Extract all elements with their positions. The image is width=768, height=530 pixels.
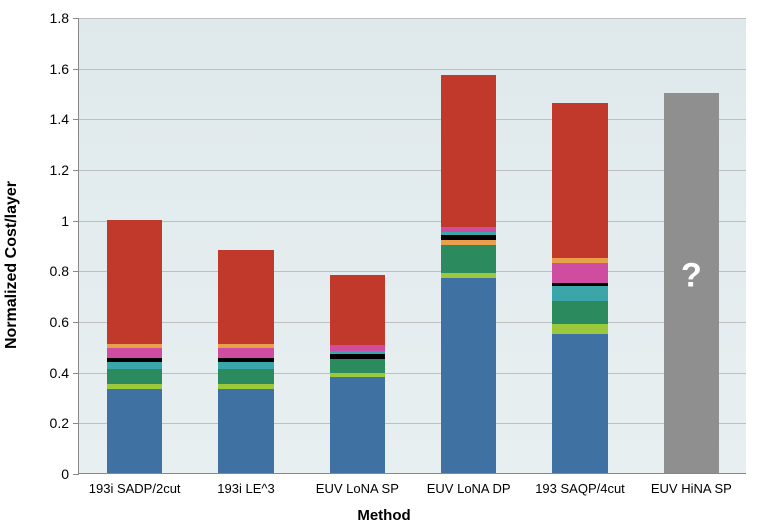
bar-stack — [552, 103, 608, 473]
y-tick — [73, 69, 79, 70]
gridline — [79, 322, 746, 323]
y-tick — [73, 119, 79, 120]
bar-segment — [552, 286, 608, 301]
gridline — [79, 373, 746, 374]
gridline — [79, 221, 746, 222]
bar-segment — [107, 369, 163, 384]
bar-segment — [218, 250, 274, 344]
y-tick-label: 1.4 — [50, 111, 69, 127]
bar-segment — [441, 245, 497, 273]
y-tick-label: 1.2 — [50, 162, 69, 178]
gridline — [79, 170, 746, 171]
y-tick-label: 0.2 — [50, 415, 69, 431]
y-tick — [73, 322, 79, 323]
bar-segment — [552, 301, 608, 324]
x-tick-label: 193 SAQP/4cut — [535, 481, 625, 496]
gridline — [79, 423, 746, 424]
y-tick — [73, 170, 79, 171]
gridline — [79, 271, 746, 272]
bar-segment — [552, 334, 608, 473]
y-tick — [73, 18, 79, 19]
bar-segment — [664, 93, 720, 473]
bar-stack — [330, 275, 386, 473]
y-tick — [73, 373, 79, 374]
bar-segment — [107, 362, 163, 370]
bar-stack — [107, 220, 163, 473]
bar-segment — [330, 275, 386, 345]
cost-chart: Normalized Cost/layer Method 00.20.40.60… — [0, 0, 768, 530]
gridline — [79, 69, 746, 70]
y-tick — [73, 423, 79, 424]
y-tick-label: 0 — [61, 466, 69, 482]
y-tick-label: 0.8 — [50, 263, 69, 279]
bar-segment — [441, 278, 497, 473]
y-tick-label: 0.4 — [50, 365, 69, 381]
x-tick-label: 193i LE^3 — [217, 481, 274, 496]
bar-segment — [218, 362, 274, 370]
y-tick — [73, 474, 79, 475]
bar-segment — [552, 103, 608, 258]
bar-segment — [218, 389, 274, 473]
x-axis-label: Method — [357, 507, 410, 524]
bar-segment — [330, 377, 386, 473]
bar-segment — [218, 348, 274, 358]
y-tick-label: 0.6 — [50, 314, 69, 330]
y-tick-label: 1.8 — [50, 10, 69, 26]
gridline — [79, 18, 746, 19]
bar-segment — [330, 359, 386, 373]
bar-stack — [664, 93, 720, 473]
bar-stack — [218, 250, 274, 473]
bar-segment — [441, 75, 497, 227]
bar-segment — [107, 389, 163, 473]
y-tick — [73, 221, 79, 222]
gridline — [79, 119, 746, 120]
x-tick-label: EUV LoNA SP — [316, 481, 399, 496]
bar-segment — [218, 369, 274, 384]
x-tick-label: 193i SADP/2cut — [89, 481, 181, 496]
x-tick-label: EUV HiNA SP — [651, 481, 732, 496]
y-tick-label: 1 — [61, 213, 69, 229]
y-tick — [73, 271, 79, 272]
y-axis-label: Normalized Cost/layer — [3, 181, 21, 349]
bar-segment — [107, 348, 163, 358]
bar-segment — [107, 220, 163, 344]
bar-segment — [552, 263, 608, 283]
x-tick-label: EUV LoNA DP — [427, 481, 511, 496]
bar-stack — [441, 75, 497, 473]
plot-area: 00.20.40.60.811.21.41.61.8193i SADP/2cut… — [78, 18, 746, 474]
y-tick-label: 1.6 — [50, 61, 69, 77]
bar-segment — [552, 324, 608, 334]
